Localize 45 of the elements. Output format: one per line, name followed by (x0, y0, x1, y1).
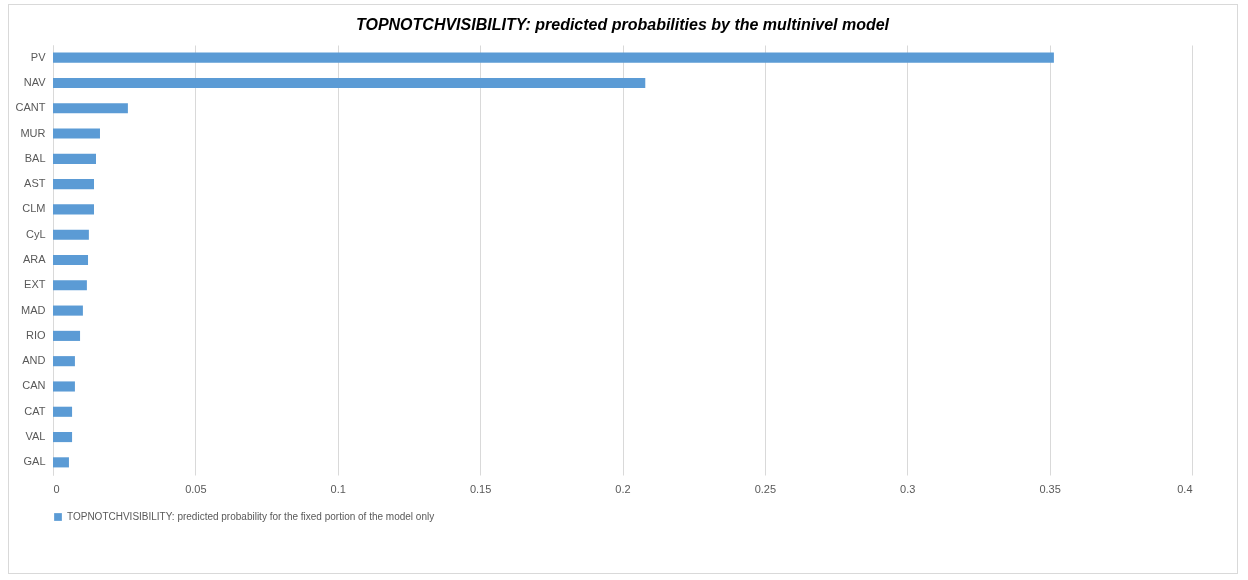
bar (53, 128, 100, 139)
bar (53, 77, 646, 88)
y-tick-label: CLM (22, 202, 46, 215)
bar (53, 52, 1054, 63)
x-tick-label: 0.05 (185, 482, 207, 495)
y-tick-label: MAD (21, 303, 46, 316)
y-tick-label: CyL (25, 227, 46, 240)
y-tick-label: CAN (22, 379, 46, 392)
x-tick-label: 0.15 (469, 482, 492, 495)
bar (53, 254, 89, 266)
y-tick-label: NAV (23, 75, 47, 88)
bar (53, 305, 83, 316)
bar (53, 330, 81, 341)
bar (53, 229, 89, 240)
y-tick-label: GAL (23, 455, 46, 468)
bar (53, 280, 87, 291)
y-tick-label: AST (24, 177, 46, 190)
x-tick-label: 0.3 (900, 482, 916, 495)
legend-label: TOPNOTCHVISIBILITY: predicted probability for the fixed portion of the model only (67, 511, 435, 522)
bar (53, 457, 69, 468)
bar (53, 406, 73, 417)
y-tick-label: RIO (25, 328, 46, 341)
x-tick-label: 0.4 (1177, 482, 1193, 495)
bar (53, 204, 94, 215)
y-tick-label: VAL (25, 430, 46, 443)
y-tick-label: CANT (15, 101, 46, 114)
bar (53, 381, 75, 392)
y-tick-label: BAL (24, 151, 46, 164)
bar (53, 153, 96, 164)
bar (53, 179, 94, 190)
x-tick-label: 0.2 (615, 482, 631, 495)
y-tick-label: AND (22, 354, 46, 367)
chart-title: TOPNOTCHVISIBILITY: predicted probabilities by the multinivel model (355, 16, 890, 33)
y-tick-label: ARA (22, 253, 47, 265)
bar (53, 432, 73, 443)
x-tick-label: 0.25 (754, 482, 777, 495)
x-tick-label: 0.35 (1039, 482, 1061, 495)
bar (53, 356, 75, 367)
x-tick-label: 0.1 (330, 482, 346, 495)
y-tick-label: CAT (24, 404, 46, 417)
x-tick-label: 0 (53, 482, 60, 495)
bar (53, 103, 128, 114)
y-tick-label: PV (30, 50, 47, 63)
y-tick-label: EXT (24, 278, 46, 291)
y-tick-label: MUR (20, 126, 46, 139)
